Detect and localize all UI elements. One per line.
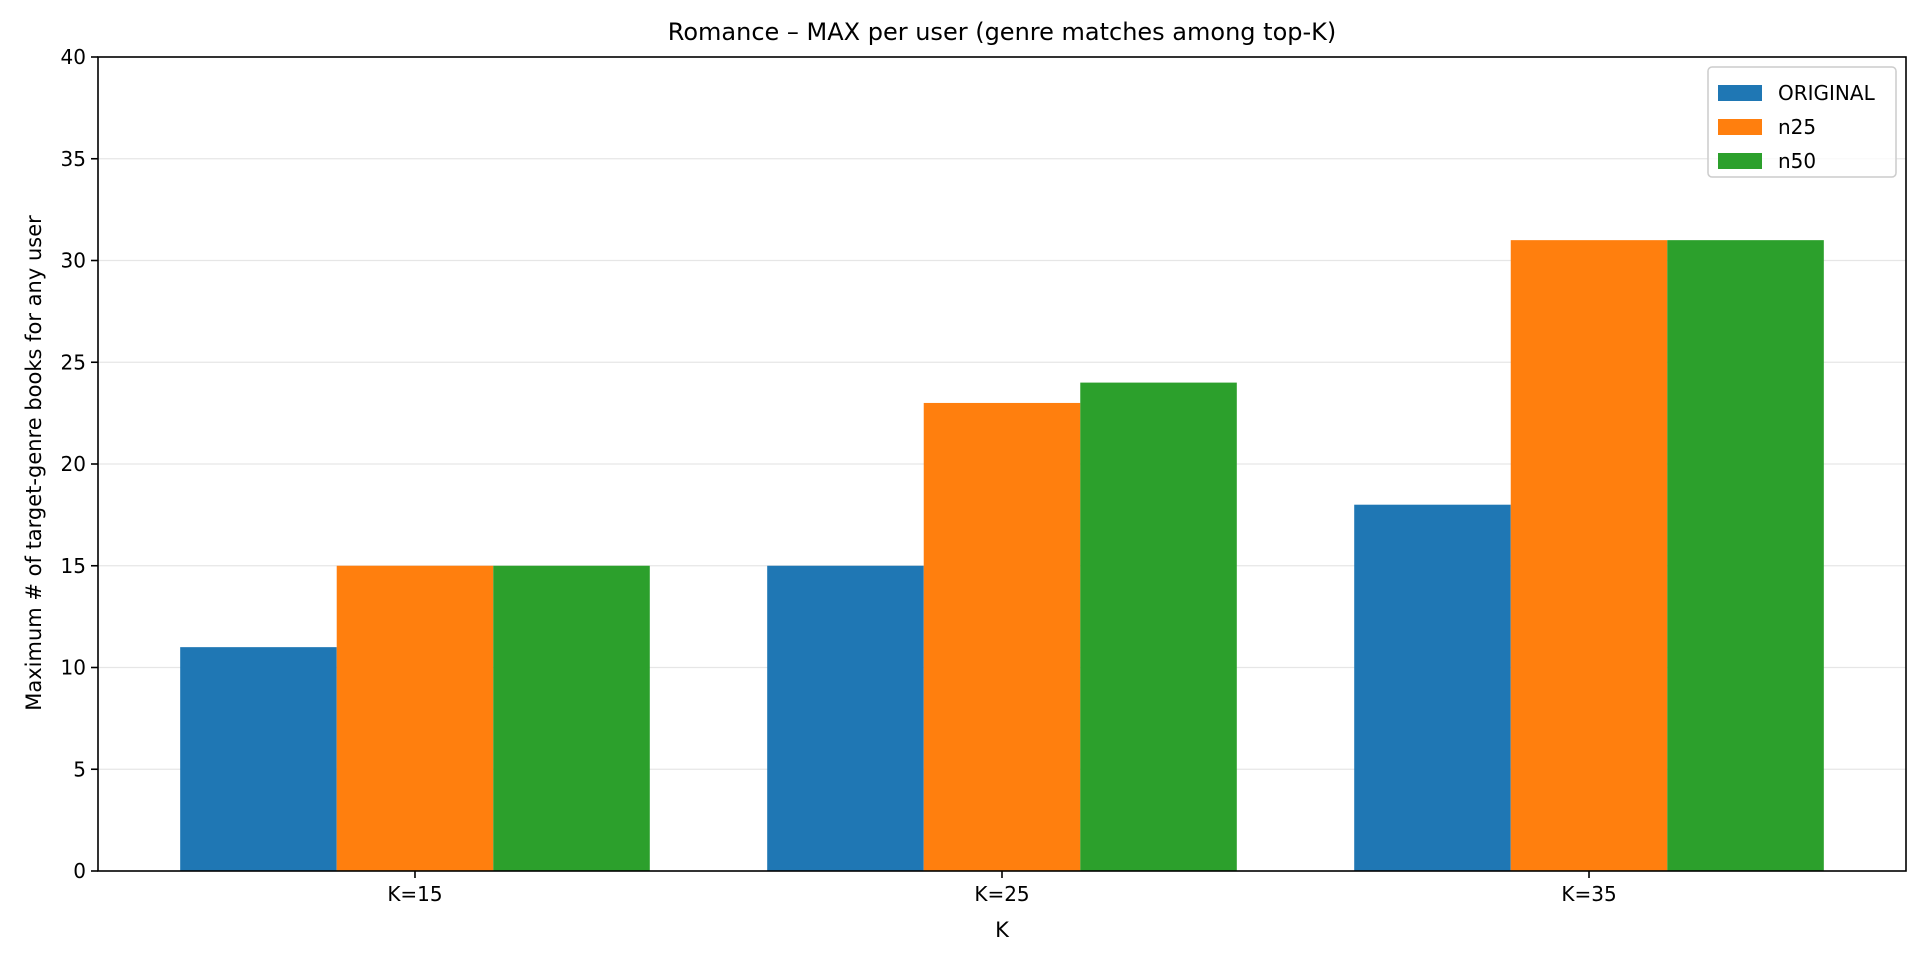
x-axis-label: K — [995, 918, 1010, 942]
legend: ORIGINAL n25 n50 — [1707, 66, 1897, 178]
y-axis-label: Maximum # of target-genre books for any … — [22, 215, 46, 711]
bar-n25-k25 — [923, 402, 1081, 871]
chart-title: Romance – MAX per user (genre matches am… — [668, 18, 1337, 46]
y-tick-label: 15 — [61, 554, 86, 578]
legend-label-n25: n25 — [1778, 115, 1816, 139]
x-tick-label: K=25 — [974, 882, 1029, 906]
bar-n50-k25 — [1080, 382, 1237, 871]
bar-n25-k35 — [1510, 240, 1668, 871]
x-ticks: K=15 K=25 K=35 — [387, 871, 1617, 906]
bar-original-k15 — [180, 647, 337, 871]
bar-original-k35 — [1354, 504, 1511, 871]
bar-n50-k35 — [1667, 240, 1824, 871]
x-tick-label: K=35 — [1561, 882, 1616, 906]
y-tick-label: 20 — [61, 452, 86, 476]
legend-swatch-n50 — [1718, 153, 1762, 169]
y-tick-label: 30 — [61, 249, 86, 273]
x-tick-label: K=15 — [387, 882, 442, 906]
bar-n50-k15 — [493, 565, 650, 871]
bars — [180, 240, 1824, 871]
y-ticks: 0 5 10 15 20 25 30 35 40 — [61, 45, 98, 883]
y-tick-label: 10 — [61, 656, 86, 680]
legend-swatch-original — [1718, 85, 1762, 101]
bar-n25-k15 — [336, 565, 494, 871]
y-tick-label: 5 — [73, 757, 86, 781]
legend-label-original: ORIGINAL — [1778, 81, 1876, 105]
bar-original-k25 — [767, 565, 924, 871]
y-tick-label: 0 — [73, 859, 86, 883]
legend-label-n50: n50 — [1778, 149, 1816, 173]
y-tick-label: 25 — [61, 350, 86, 374]
y-tick-label: 40 — [61, 45, 86, 69]
legend-swatch-n25 — [1718, 119, 1762, 135]
y-tick-label: 35 — [61, 147, 86, 171]
